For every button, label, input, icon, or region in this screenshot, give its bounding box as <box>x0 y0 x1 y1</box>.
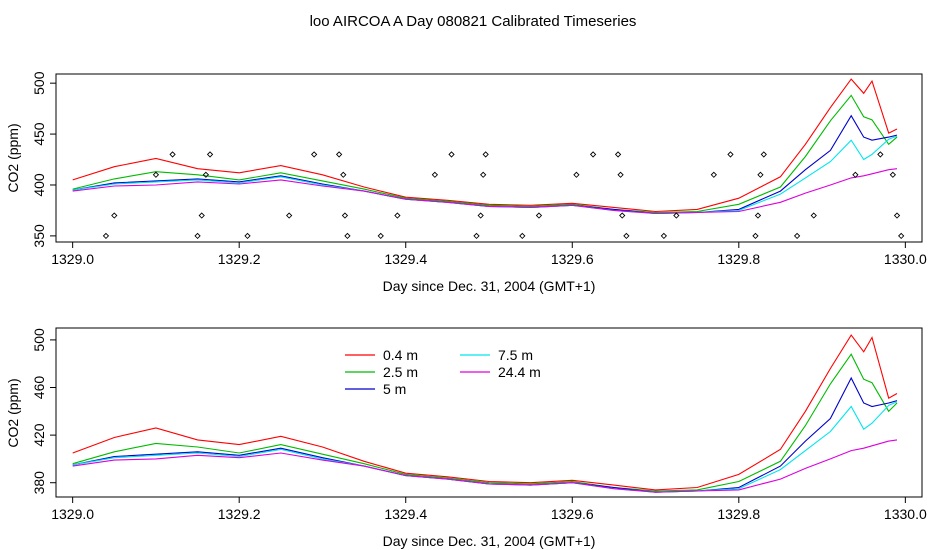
data-point <box>394 212 401 219</box>
top-x-tick-label: 1329.4 <box>384 251 427 267</box>
data-point <box>102 232 110 240</box>
data-point <box>169 151 176 158</box>
legend-label: 24.4 m <box>498 364 541 380</box>
top-y-tick-label: 400 <box>31 173 47 197</box>
data-point <box>431 171 439 178</box>
bottom-y-tick-label: 500 <box>31 328 47 352</box>
top-plot-frame <box>55 73 923 243</box>
top-series-line-04m <box>72 78 898 213</box>
data-point <box>619 212 626 219</box>
top-series-line-25m <box>72 94 898 214</box>
top-x-tick-label: 1329.2 <box>218 251 261 267</box>
top-y-label: CO2 (ppm) <box>5 123 21 192</box>
bottom-y-tick-label: 420 <box>31 423 47 447</box>
bottom-x-label: Day since Dec. 31, 2004 (GMT+1) <box>383 533 596 549</box>
bottom-x-tick-label: 1329.2 <box>218 506 261 522</box>
data-point <box>111 212 118 219</box>
data-point <box>344 232 351 240</box>
data-point <box>893 212 901 219</box>
data-point <box>589 151 597 158</box>
data-point <box>477 212 484 219</box>
data-point <box>793 232 801 240</box>
data-point <box>202 171 210 178</box>
data-point <box>573 171 580 178</box>
data-point <box>377 232 384 240</box>
data-point <box>810 212 817 219</box>
bottom-x-tick-label: 1329.6 <box>551 506 594 522</box>
data-point <box>152 171 160 178</box>
figure-title: loo AIRCOA A Day 080821 Calibrated Times… <box>310 13 637 30</box>
data-point <box>614 151 622 158</box>
data-point <box>198 212 205 219</box>
top-series-line-244m <box>72 168 898 215</box>
bottom-x-tick-label: 1329.0 <box>51 506 94 522</box>
bottom-x-tick-label: 1329.4 <box>384 506 427 522</box>
bottom-series-line-25m <box>72 353 898 492</box>
top-y-tick-label: 450 <box>31 122 47 146</box>
data-point <box>335 151 343 158</box>
bottom-plot-frame <box>55 327 923 498</box>
data-point <box>710 171 717 178</box>
legend-label: 7.5 m <box>498 347 533 363</box>
legend: 0.4 m2.5 m5 m 7.5 m24.4 m <box>345 347 541 397</box>
data-point <box>757 171 764 178</box>
legend-label: 5 m <box>383 381 406 397</box>
top-series-line-5m <box>72 114 898 215</box>
top-y-tick-label: 500 <box>31 71 47 95</box>
data-point <box>660 232 668 240</box>
top-y-tick-label: 350 <box>31 224 47 248</box>
legend-label: 2.5 m <box>383 364 418 380</box>
data-point <box>852 171 859 178</box>
data-point <box>617 171 624 178</box>
data-point <box>898 232 905 240</box>
bottom-series-lines <box>72 334 898 493</box>
top-points <box>102 151 905 240</box>
data-point <box>754 212 762 219</box>
bottom-panel: 1329.0 1329.2 1329.4 1329.6 1329.8 1330.0 380… <box>5 327 927 549</box>
top-panel: 1329.0 1329.2 1329.4 1329.6 1329.8 1330.0 350… <box>5 71 927 294</box>
top-x-tick-label: 1330.0 <box>884 251 927 267</box>
top-x-tick-label: 1329.8 <box>717 251 760 267</box>
data-point <box>535 212 543 219</box>
legend-label: 0.4 m <box>383 347 418 363</box>
data-point <box>752 232 759 240</box>
data-point <box>623 232 630 240</box>
data-point <box>889 171 896 178</box>
data-point <box>482 151 489 158</box>
data-point <box>877 151 884 158</box>
data-point <box>286 212 293 219</box>
bottom-x-tick-label: 1330.0 <box>884 506 927 522</box>
top-x-label: Day since Dec. 31, 2004 (GMT+1) <box>383 278 596 294</box>
bottom-x-tick-label: 1329.8 <box>717 506 760 522</box>
data-point <box>310 151 318 158</box>
data-point <box>194 232 201 240</box>
bottom-series-line-04m <box>72 334 898 491</box>
bottom-y-label: CO2 (ppm) <box>5 378 21 447</box>
data-point <box>473 232 480 240</box>
data-point <box>727 151 734 158</box>
data-point <box>480 171 487 178</box>
bottom-series-line-244m <box>72 439 898 493</box>
bottom-series-line-5m <box>72 376 898 493</box>
top-series-lines <box>72 78 898 215</box>
top-x-tick-label: 1329.6 <box>551 251 594 267</box>
top-x-axis: 1329.0 1329.2 1329.4 1329.6 1329.8 1330.0 <box>51 242 927 267</box>
data-point <box>760 151 767 158</box>
data-point <box>448 151 455 158</box>
data-point <box>244 232 251 240</box>
bottom-y-axis: 380 420 460 500 <box>31 328 56 494</box>
top-x-tick-label: 1329.0 <box>51 251 94 267</box>
bottom-y-tick-label: 380 <box>31 471 47 495</box>
data-point <box>206 151 214 158</box>
bottom-y-tick-label: 460 <box>31 376 47 400</box>
top-y-axis: 350 400 450 500 <box>31 71 56 248</box>
data-point <box>519 232 526 240</box>
data-point <box>673 212 680 219</box>
bottom-x-axis: 1329.0 1329.2 1329.4 1329.6 1329.8 1330.0 <box>51 497 927 522</box>
data-point <box>341 212 349 219</box>
data-point <box>340 171 347 178</box>
